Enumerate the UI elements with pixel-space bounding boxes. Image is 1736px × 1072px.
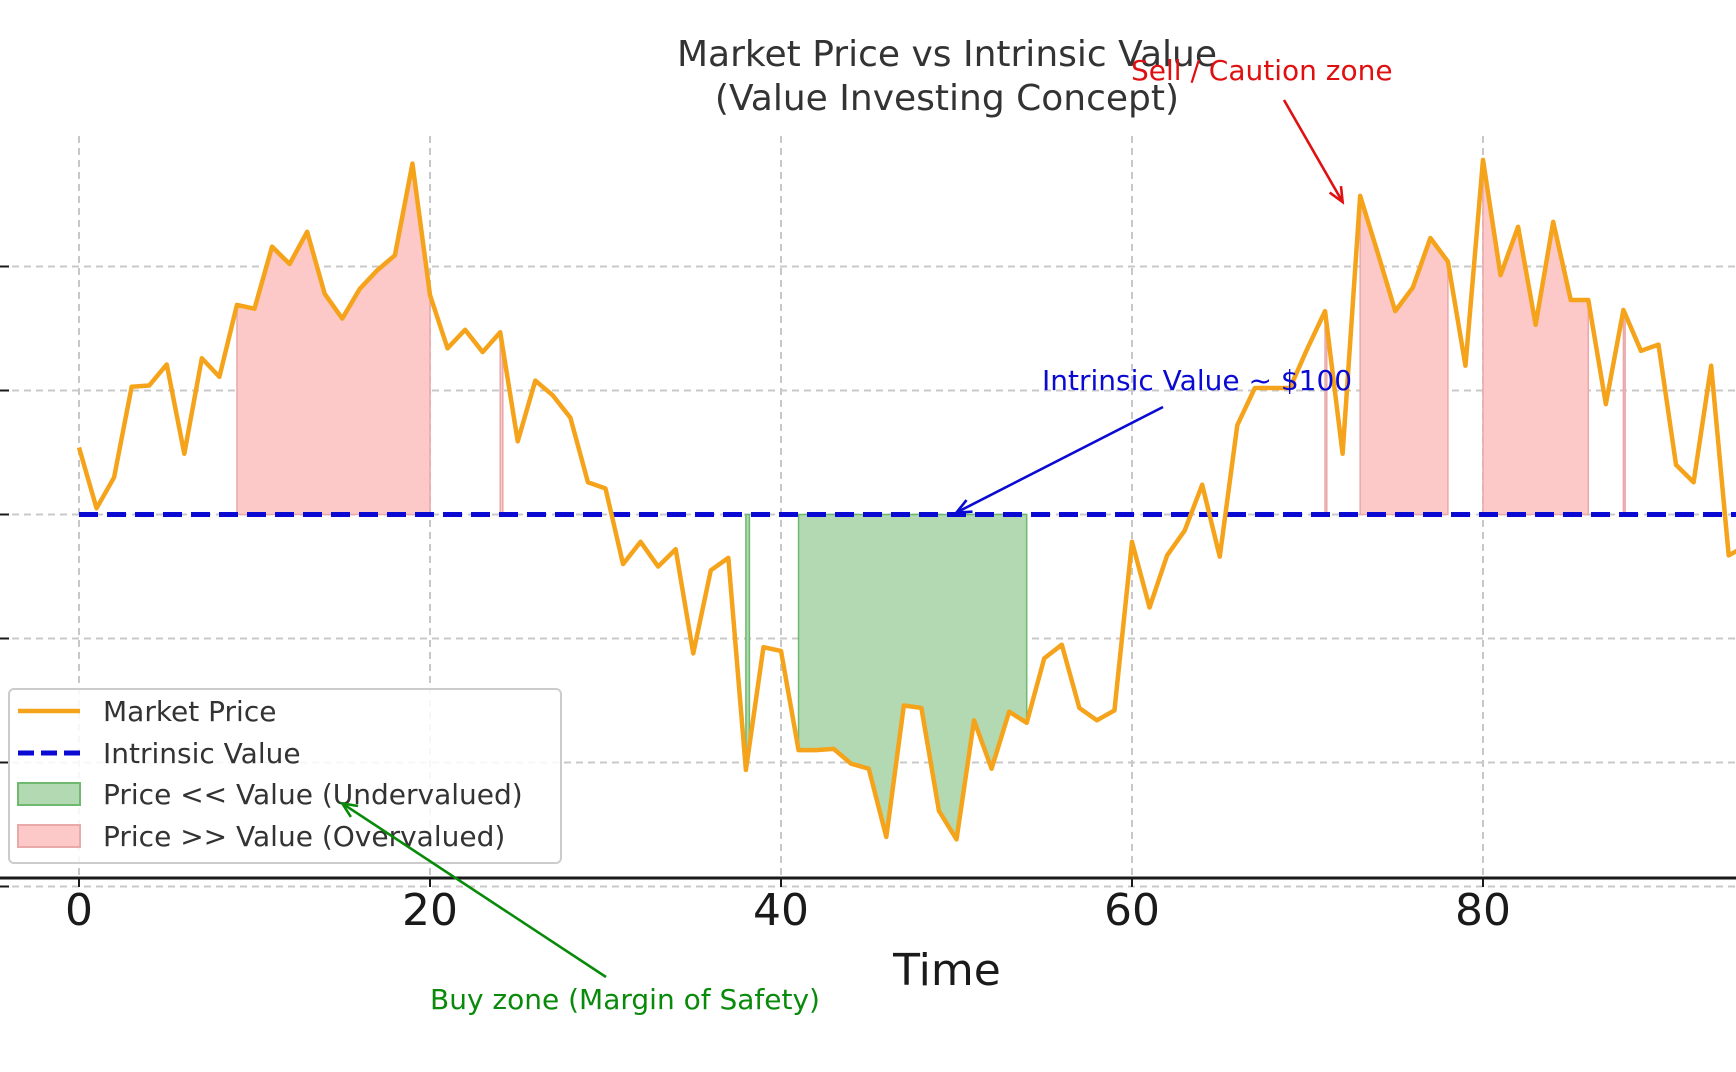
- annotation-intrinsic-value: Intrinsic Value ~ $100: [1042, 364, 1352, 397]
- overvalued-region: [1622, 309, 1626, 516]
- undervalued-region: [745, 513, 751, 771]
- legend-label: Market Price: [103, 695, 276, 728]
- legend-swatch-overvalued: [17, 824, 81, 848]
- arrow-sell-zone: [1282, 99, 1344, 203]
- annotation-texts: Intrinsic Value ~ $100 Sell / Caution zo…: [430, 54, 1393, 1016]
- annotation-sell-zone: Sell / Caution zone: [1131, 54, 1393, 87]
- legend-label: Price << Value (Undervalued): [103, 778, 523, 811]
- x-tick-label: 60: [1104, 885, 1160, 936]
- annotations: [339, 99, 1345, 979]
- chart-title-line-2: (Value Investing Concept): [715, 78, 1179, 119]
- arrow-intrinsic-value: [955, 405, 1164, 514]
- x-tick-label: 0: [65, 885, 93, 936]
- arrow-intrinsic-value-head: [953, 499, 973, 514]
- annotation-buy-zone: Buy zone (Margin of Safety): [430, 983, 820, 1016]
- arrow-buy-zone: [341, 802, 607, 979]
- legend-frame: [8, 688, 562, 864]
- legend: Market Price Intrinsic Value Price << Valu…: [8, 688, 562, 864]
- series-lines: [76, 157, 1736, 842]
- axes: 0 20 40 60 80: [0, 876, 1736, 936]
- arrow-buy-zone-head: [339, 801, 359, 818]
- legend-label: Price >> Value (Overvalued): [103, 820, 505, 853]
- market-price-line: [76, 157, 1736, 842]
- legend-label: Intrinsic Value: [103, 737, 301, 770]
- x-tick-label: 40: [753, 885, 809, 936]
- x-tick-label: 20: [402, 885, 458, 936]
- x-axis-label: Time: [892, 945, 1001, 996]
- legend-swatch-undervalued: [17, 782, 81, 806]
- chart-title-line-1: Market Price vs Intrinsic Value: [677, 34, 1217, 75]
- x-tick-label: 80: [1455, 885, 1511, 936]
- arrow-sell-zone-head: [1328, 185, 1345, 205]
